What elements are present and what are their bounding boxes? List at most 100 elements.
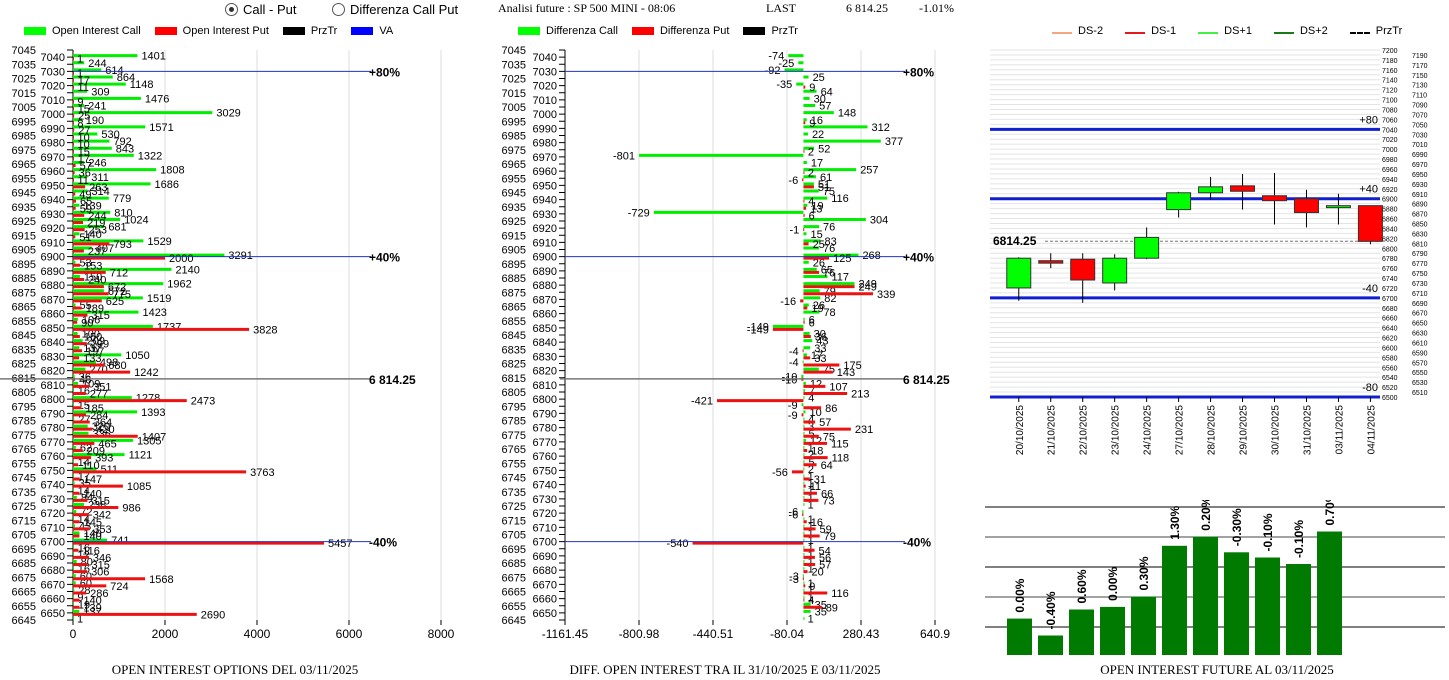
put-value-label: 680 xyxy=(108,360,126,372)
call-value-label: 1808 xyxy=(160,165,184,177)
va-label: +80% xyxy=(369,65,400,79)
radio-call-put[interactable]: Call - Put xyxy=(225,2,296,17)
put-value-label: 4 xyxy=(808,595,814,607)
put-value-label: 19 xyxy=(811,303,823,315)
call-value-label: 19 xyxy=(78,599,90,611)
put-value-label: 1242 xyxy=(134,367,158,379)
radio-differenza[interactable]: Differenza Call Put xyxy=(332,2,458,17)
put-value-label: 672 xyxy=(108,282,126,294)
strike-label: 6990 xyxy=(41,123,65,135)
strike-label: 6845 xyxy=(12,330,36,342)
put-bar xyxy=(73,320,78,324)
oi-future-chart: 0.00% -0.40% 0.60% 0.00% 0.30% 1.30% 0.20% -0.3… xyxy=(985,500,1445,655)
strike-label: 7035 xyxy=(12,59,36,71)
date-label: 23/10/2025 xyxy=(1111,405,1122,455)
call-bar xyxy=(803,474,805,478)
y-tick-label: 7200 xyxy=(1382,48,1398,55)
y-tick-label-right: 6750 xyxy=(1412,271,1428,278)
y-tick-label-right: 6830 xyxy=(1412,231,1428,238)
oi-bar xyxy=(1193,536,1218,655)
put-value-label: -3 xyxy=(789,574,799,586)
call-bar xyxy=(803,146,815,150)
put-value-label: 253 xyxy=(89,225,107,237)
diff-oi-title: DIFF. OPEN INTEREST TRA IL 31/10/2025 E … xyxy=(569,662,881,677)
put-bar xyxy=(73,392,86,395)
put-bar xyxy=(803,406,822,410)
strike-label: 6895 xyxy=(12,259,36,271)
call-bar xyxy=(73,495,77,499)
strike-label: 6825 xyxy=(502,359,526,371)
call-value-label: -729 xyxy=(628,207,650,219)
put-bar xyxy=(73,228,85,232)
strike-label: 6980 xyxy=(533,138,557,150)
call-bar xyxy=(73,89,88,93)
put-bar xyxy=(803,534,820,538)
call-value-label: -10 xyxy=(781,371,797,383)
call-value-label: 810 xyxy=(114,207,132,219)
date-label: 30/10/2025 xyxy=(1271,405,1282,455)
call-value-label: 117 xyxy=(831,272,849,284)
call-bar xyxy=(803,367,819,371)
legend-item-diff-put: Differenza Put xyxy=(631,25,730,37)
call-value-label: 57 xyxy=(819,101,831,113)
call-bar xyxy=(73,545,74,549)
call-bar xyxy=(803,125,868,129)
y-tick-label-right: 6610 xyxy=(1412,340,1428,347)
x-tick-label: -800.98 xyxy=(619,627,660,641)
call-bar xyxy=(803,132,808,136)
call-bar xyxy=(73,275,80,278)
call-value-label: 64 xyxy=(821,86,833,98)
legend-label: Differenza Put xyxy=(659,25,730,37)
y-tick-label: 7080 xyxy=(1382,107,1398,114)
y-tick-label: 6560 xyxy=(1382,365,1398,372)
put-bar xyxy=(73,235,76,239)
strike-label: 6935 xyxy=(12,202,36,214)
put-value-label: 346 xyxy=(93,552,111,564)
date-label: 22/10/2025 xyxy=(1079,405,1090,455)
candle-body xyxy=(1166,192,1192,211)
call-bar xyxy=(803,595,805,599)
strike-label: 6945 xyxy=(12,188,36,200)
y-tick-label-right: 6710 xyxy=(1412,291,1428,298)
put-value-label: 90 xyxy=(81,317,93,329)
call-bar xyxy=(803,417,805,421)
call-bar xyxy=(803,446,805,449)
strike-label: 6740 xyxy=(41,480,65,492)
strike-label: 6655 xyxy=(502,601,526,613)
y-tick-label: 6640 xyxy=(1382,326,1398,333)
strike-label: 6890 xyxy=(41,266,65,278)
strike-label: 6865 xyxy=(502,302,526,314)
call-value-label: 1 xyxy=(808,514,814,526)
call-bar xyxy=(73,510,77,514)
put-bar xyxy=(803,449,808,452)
strike-label: 6945 xyxy=(502,188,526,200)
y-tick-label: 6980 xyxy=(1382,157,1398,164)
put-value-label: 2690 xyxy=(201,609,225,621)
put-bar xyxy=(803,213,805,217)
put-value-label: 775 xyxy=(113,289,131,301)
put-bar xyxy=(803,420,816,424)
y-tick-label: 7000 xyxy=(1382,147,1398,154)
strike-label: 6840 xyxy=(533,337,557,349)
put-value-label: 107 xyxy=(829,381,847,393)
strike-label: 6790 xyxy=(533,408,557,420)
put-bar xyxy=(73,555,89,559)
strike-label: 6820 xyxy=(41,366,65,378)
put-value-label: -10 xyxy=(781,374,797,386)
strike-label: 6850 xyxy=(41,323,65,335)
strike-label: 6765 xyxy=(12,444,36,456)
call-bar xyxy=(803,503,805,506)
call-value-label: 25 xyxy=(813,72,825,84)
strike-label: 6835 xyxy=(12,344,36,356)
swatch xyxy=(743,27,766,35)
call-bar xyxy=(803,560,805,563)
strike-label: 6975 xyxy=(502,145,526,157)
oi-bar xyxy=(1038,635,1063,655)
put-value-label: 351 xyxy=(93,381,111,393)
call-bar xyxy=(803,104,816,107)
y-tick-label: 7140 xyxy=(1382,78,1398,85)
put-bar xyxy=(73,292,109,296)
call-bar xyxy=(803,453,805,457)
y-tick-label: 6600 xyxy=(1382,345,1398,352)
put-bar xyxy=(73,285,104,289)
